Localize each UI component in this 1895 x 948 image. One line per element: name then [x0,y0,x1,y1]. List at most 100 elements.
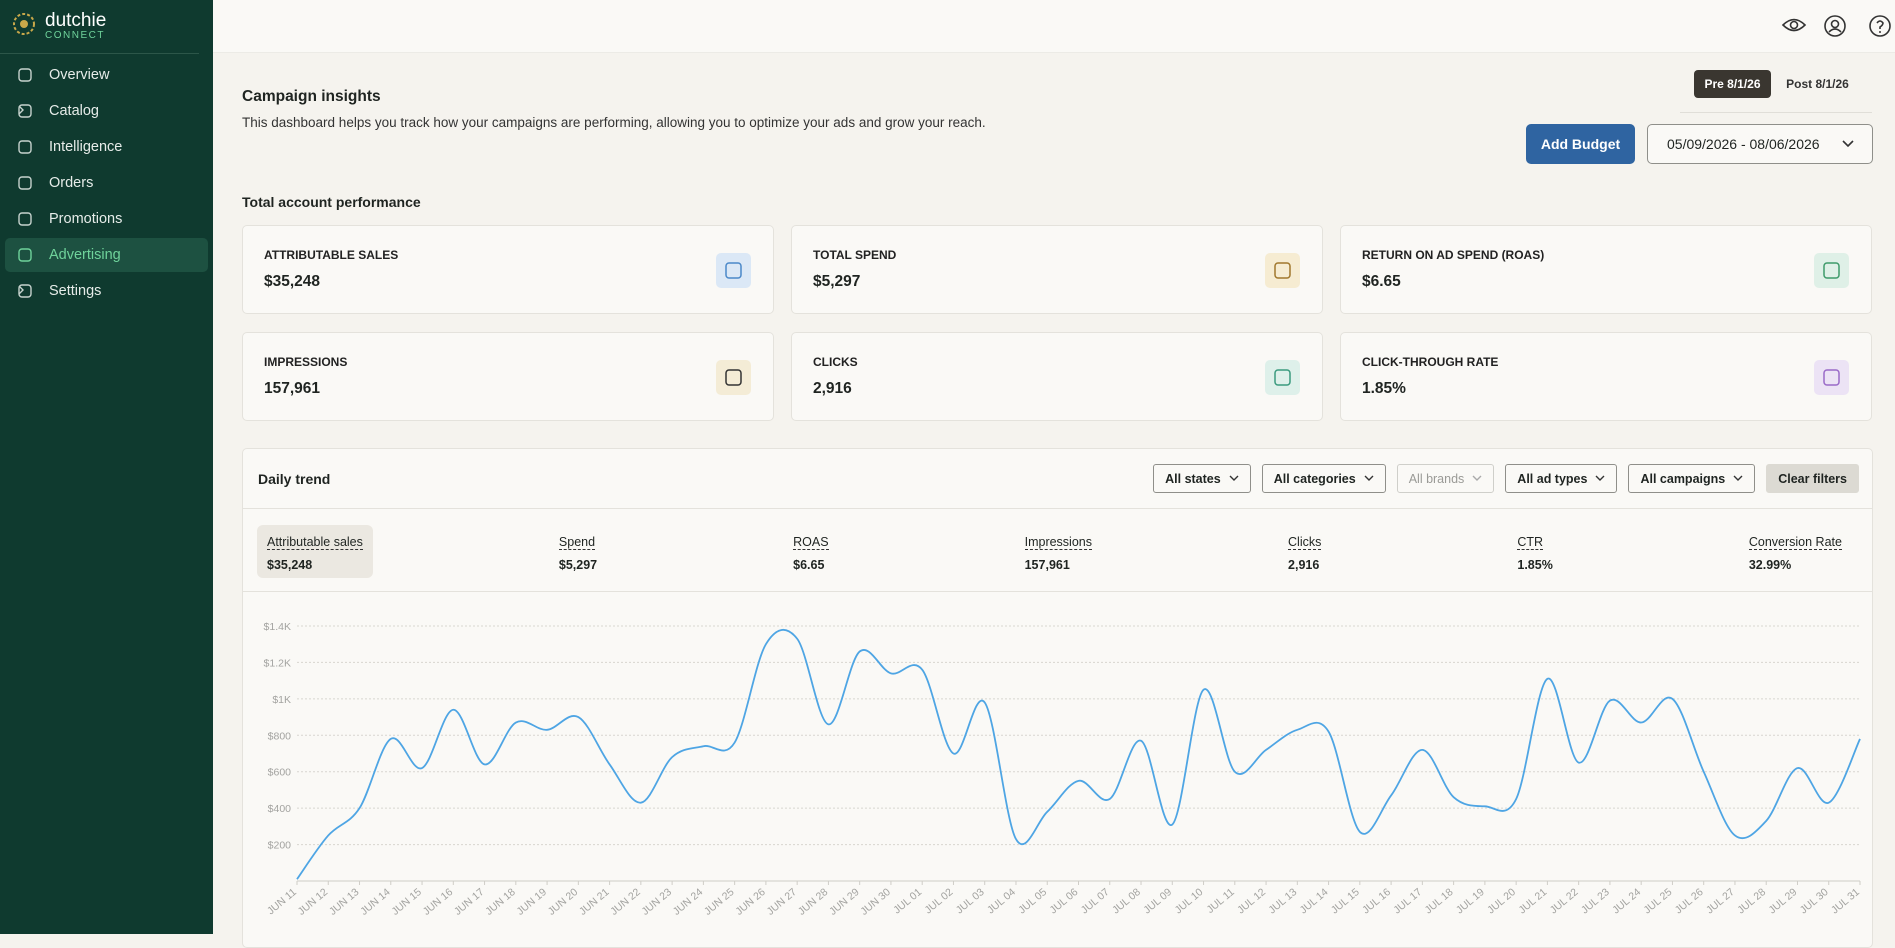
section-title: Total account performance [242,194,421,210]
kpi-label: CLICK-THROUGH RATE [1362,355,1499,369]
metric[interactable]: CTR 1.85% [1507,525,1562,578]
filter-select: All brands [1396,464,1495,493]
metric-value: $5,297 [558,558,598,572]
icon-glyph [725,369,742,386]
kpi-label: IMPRESSIONS [264,355,348,369]
nav-item[interactable]: Settings [5,274,208,308]
nav-icon [18,248,32,262]
y-tick-label: $1.2K [264,657,291,669]
y-tick-label: $800 [268,730,292,742]
x-tick-label: JUN 24 [671,886,706,918]
metric-label: CTR [1517,535,1544,550]
nav-icon [18,212,32,226]
nav-icon [18,176,32,190]
chevron [1364,475,1374,481]
x-tick-label: JUL 01 [891,886,924,916]
nav-icon [18,284,32,298]
x-tick-label: JUL 03 [954,886,987,916]
metric-value: 157,961 [1024,558,1070,572]
filter-label: All brands [1408,471,1465,486]
metric-value: 1.85% [1517,558,1553,572]
toggle-pre[interactable]: Pre 8/1/26 [1694,70,1771,98]
kpi-card: CLICKS 2,916 [791,332,1323,421]
x-tick-label: JUL 13 [1266,886,1299,916]
add-budget-button[interactable]: Add Budget [1526,124,1635,164]
icon-glyph [1823,262,1840,279]
chevron [1472,475,1482,481]
x-tick-label: JUN 21 [577,886,612,918]
nav-label: Catalog [49,103,99,119]
x-tick-label: JUN 18 [483,886,518,918]
kpi-card: CLICK-THROUGH RATE 1.85% [1340,332,1872,421]
kpi-icon [1814,360,1849,395]
kpi-icon [1265,253,1300,288]
metric-value: $35,248 [267,558,313,572]
top-bar [213,0,1895,53]
account-icon[interactable] [1823,14,1847,38]
x-tick-label: JUL 17 [1391,886,1424,916]
metric-label: Spend [558,535,596,550]
x-tick-label: JUL 25 [1641,886,1674,916]
x-tick-label: JUL 20 [1485,886,1518,916]
x-tick-label: JUL 30 [1798,886,1831,916]
kpi-card: TOTAL SPEND $5,297 [791,225,1323,314]
metric[interactable]: Impressions 157,961 [1015,525,1102,578]
date-range-select[interactable]: 05/09/2026 - 08/06/2026 [1647,124,1873,164]
x-tick-label: JUN 22 [608,886,643,918]
trend-panel: Daily trend All states All categories All … [242,448,1873,948]
filter-select[interactable]: All campaigns [1628,464,1756,493]
kpi-icon [1814,253,1849,288]
filters: All states All categories All brands All ad… [1153,464,1859,493]
kpi-card: ATTRIBUTABLE SALES $35,248 [242,225,774,314]
nav-item[interactable]: Promotions [5,202,208,236]
x-tick-label: JUL 02 [922,886,955,916]
chevron [18,105,24,115]
x-tick-label: JUL 09 [1141,886,1174,916]
page-description: This dashboard helps you track how your … [242,115,986,130]
metric[interactable]: Clicks 2,916 [1278,525,1331,578]
metric[interactable]: Spend $5,297 [549,525,607,578]
kpi-value: $35,248 [264,273,321,290]
kpi-icon [716,253,751,288]
filter-select[interactable]: All states [1153,464,1251,493]
x-tick-label: JUL 18 [1423,886,1456,916]
nav-item[interactable]: Catalog [5,94,208,128]
metric[interactable]: Conversion Rate 32.99% [1739,525,1852,578]
nav-item[interactable]: Orders [5,166,208,200]
kpi-card: IMPRESSIONS 157,961 [242,332,774,421]
x-tick-label: JUL 28 [1735,886,1768,916]
x-tick-label: JUN 27 [765,886,800,918]
brand: dutchie [45,10,107,31]
nav-item[interactable]: Overview [5,58,208,92]
toggle-post[interactable]: Post 8/1/26 [1786,77,1849,91]
x-tick-label: JUN 12 [296,886,331,918]
metric[interactable]: ROAS $6.65 [783,525,838,578]
x-tick-label: JUL 06 [1048,886,1081,916]
x-tick-label: JUN 29 [827,886,862,918]
x-tick-label: JUN 25 [702,886,737,918]
filter-label: All states [1165,471,1221,486]
x-tick-label: JUN 19 [514,886,549,918]
clear-filters[interactable]: Clear filters [1766,464,1859,493]
filter-select[interactable]: All ad types [1505,464,1618,493]
metric-value: 2,916 [1288,558,1320,572]
x-tick-label: JUL 11 [1204,886,1236,916]
kpi-value: 157,961 [264,380,321,397]
nav-item[interactable]: Advertising [5,238,208,272]
metric[interactable]: Attributable sales $35,248 [257,525,373,578]
nav-label: Advertising [49,247,121,263]
filter-select[interactable]: All categories [1261,464,1386,493]
x-tick-label: JUN 30 [858,886,893,918]
x-tick-label: JUN 16 [421,886,456,918]
chevron [1842,140,1854,148]
metric-value: $6.65 [793,558,825,572]
help-icon[interactable] [1868,14,1892,38]
y-tick-label: $400 [268,803,292,815]
nav-item[interactable]: Intelligence [5,130,208,164]
divider [243,508,1872,509]
x-tick-label: JUL 15 [1329,886,1362,916]
nav-label: Overview [49,67,110,83]
preview-icon[interactable] [1781,14,1807,36]
